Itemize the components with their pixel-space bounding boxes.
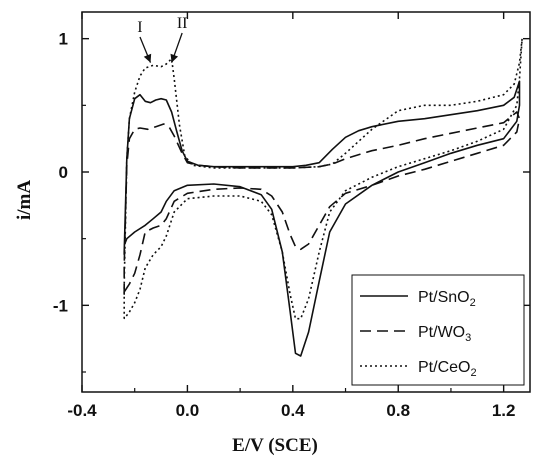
y-tick-label-0: -1 xyxy=(53,296,68,315)
annotation-label-0: I xyxy=(137,19,142,36)
legend-items: Pt/SnO2 Pt/WO3 Pt/CeO2 xyxy=(360,289,477,379)
legend-box xyxy=(351,274,525,386)
series-line-1 xyxy=(123,111,521,295)
ticks-layer: -0.4 0.0 0.4 0.8 1.2 -1 0 1 xyxy=(53,12,530,420)
x-tick-label-4: 1.2 xyxy=(492,401,516,420)
legend-label-1: Pt/WO3 xyxy=(418,324,471,344)
legend-label-0: Pt/SnO2 xyxy=(418,289,476,309)
series-layer xyxy=(123,37,523,357)
legend-label-2: Pt/CeO2 xyxy=(418,359,477,379)
series-line-2 xyxy=(123,37,523,320)
annotation-arrowhead-0 xyxy=(143,53,152,63)
plot-frame xyxy=(81,11,531,393)
y-tick-label-1: 0 xyxy=(59,163,68,182)
legend: Pt/SnO2 Pt/WO3 Pt/CeO2 xyxy=(351,274,525,386)
y-axis-title: i/mA xyxy=(14,180,35,220)
x-tick-label-2: 0.4 xyxy=(281,401,305,420)
x-tick-label-3: 0.8 xyxy=(386,401,410,420)
annotation-label-1: II xyxy=(177,15,188,32)
y-tick-label-2: 1 xyxy=(59,30,68,49)
x-axis-title: E/V (SCE) xyxy=(232,435,318,456)
annotation-arrowhead-1 xyxy=(170,53,179,63)
x-tick-label-1: 0.0 xyxy=(176,401,200,420)
x-tick-label-0: -0.4 xyxy=(67,401,97,420)
annotations-layer: I II xyxy=(137,15,187,63)
